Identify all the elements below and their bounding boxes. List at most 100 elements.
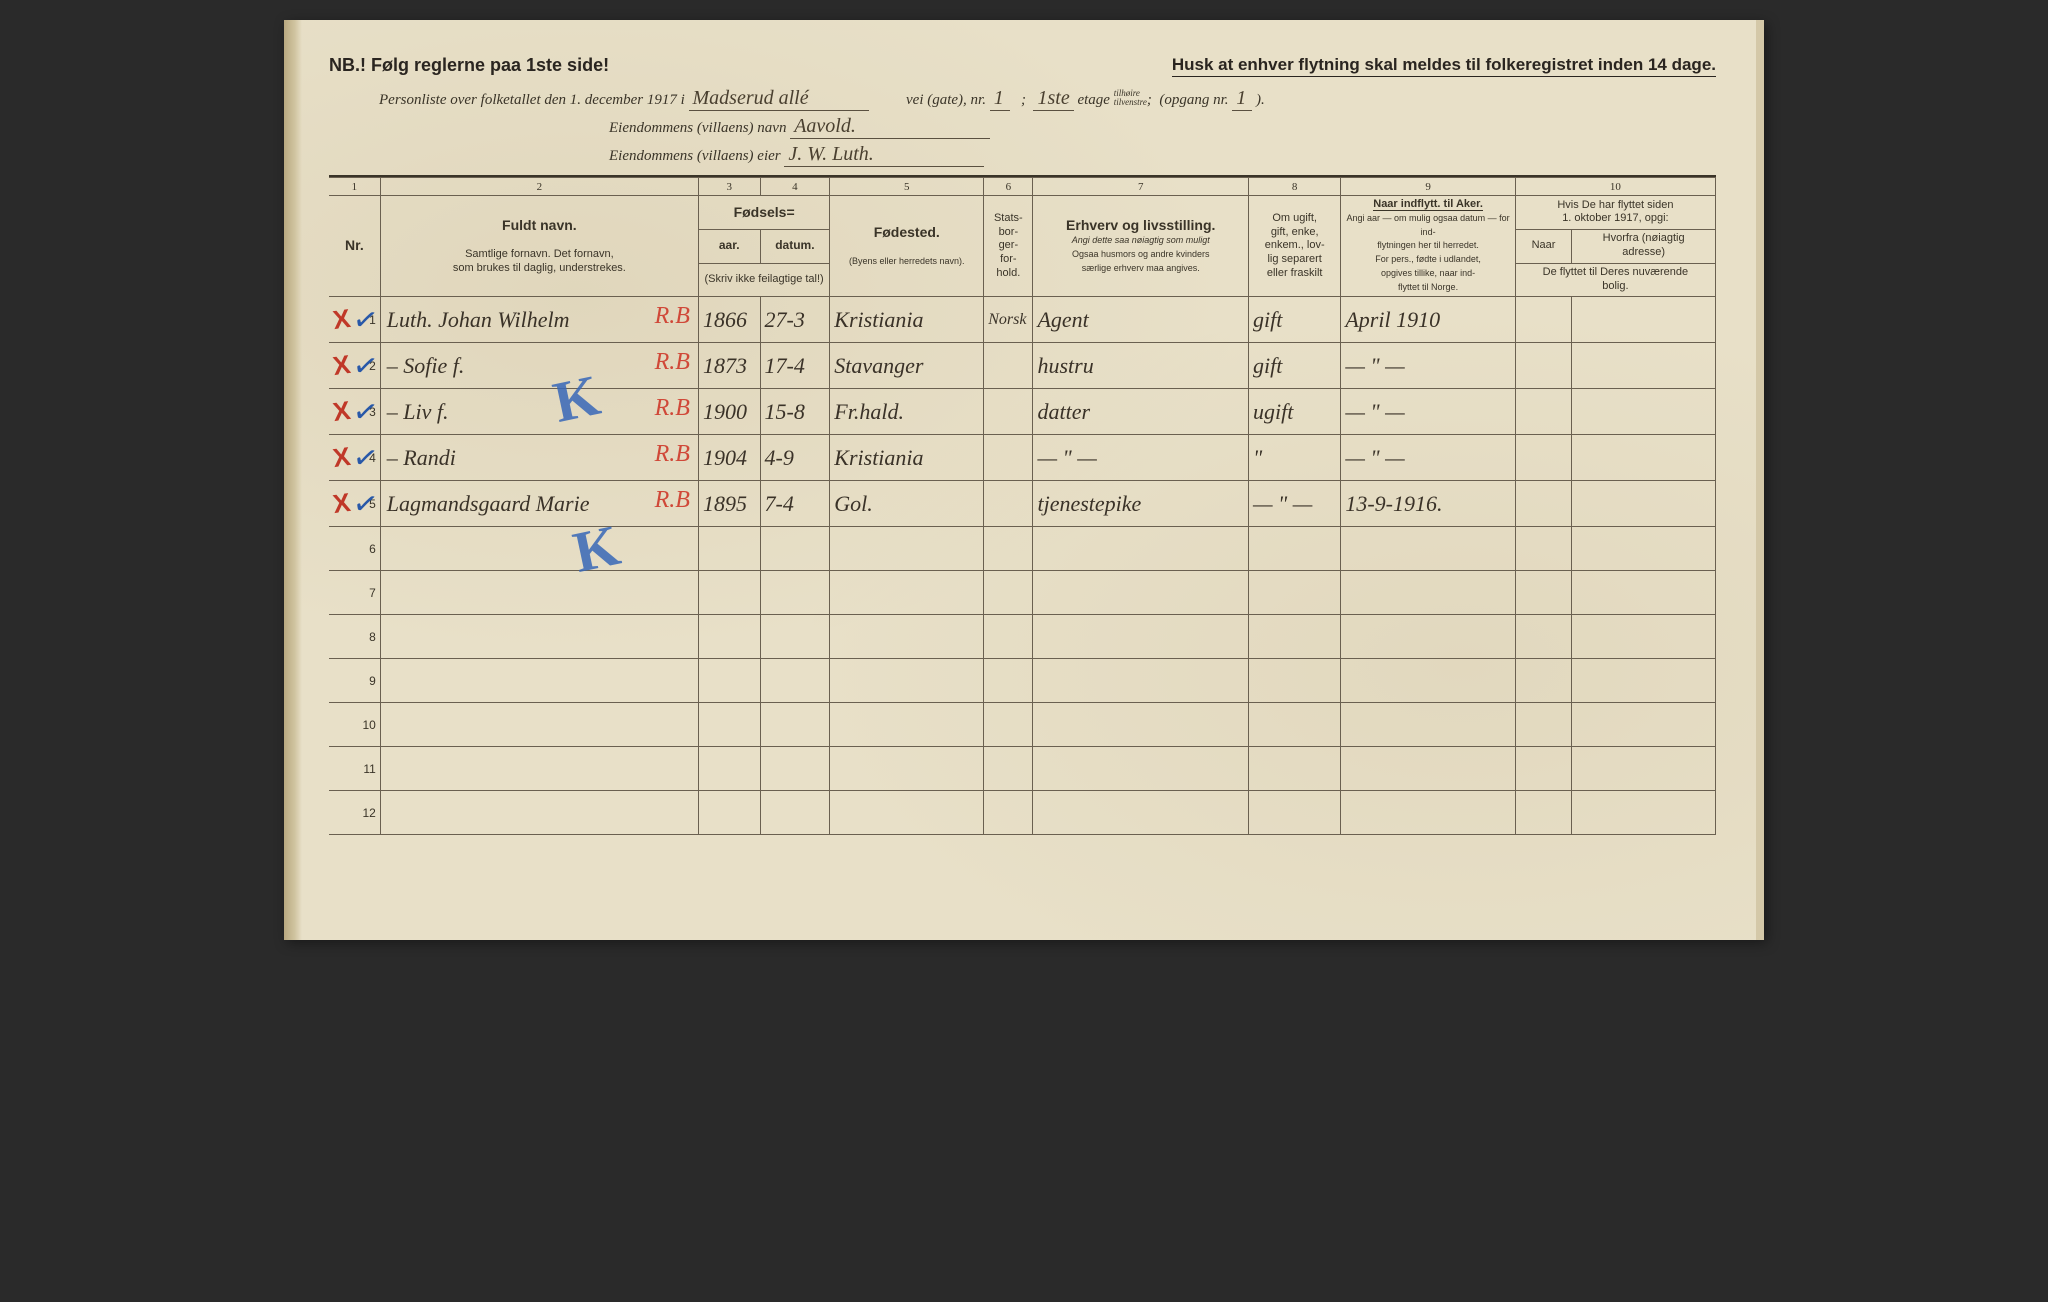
table-body: X✓1Luth. Johan WilhelmR.B186627-3Kristia… bbox=[329, 297, 1716, 835]
row-aar: 1904 bbox=[698, 435, 760, 481]
row-nr: 8 bbox=[352, 615, 381, 659]
row-stats bbox=[984, 435, 1033, 481]
th-since-foot: De flyttet til Deres nuværende bolig. bbox=[1515, 263, 1715, 297]
th-fodsels: Fødsels= bbox=[698, 196, 829, 230]
row-name: – Sofie f.R.B bbox=[380, 343, 698, 389]
row-datum: 4-9 bbox=[760, 435, 830, 481]
th-moved: Naar indflytt. til Aker. Angi aar — om m… bbox=[1341, 196, 1515, 297]
row-erhverv: tjenestepike bbox=[1033, 481, 1249, 527]
row-erhverv: Agent bbox=[1033, 297, 1249, 343]
th-name: Fuldt navn. Samtlige fornavn. Det fornav… bbox=[380, 196, 698, 297]
table-row-empty: 7 bbox=[329, 571, 1716, 615]
row-since-naar bbox=[1515, 343, 1571, 389]
nb-left: NB.! Følg reglerne paa 1ste side! bbox=[329, 55, 609, 77]
row-moved: April 1910 bbox=[1341, 297, 1515, 343]
row-erhverv: — " — bbox=[1033, 435, 1249, 481]
th-since-hvor: Hvorfra (nøiagtig adresse) bbox=[1572, 229, 1716, 263]
table-row-empty: 8 bbox=[329, 615, 1716, 659]
row-moved: — " — bbox=[1341, 389, 1515, 435]
x-mark: X bbox=[331, 303, 352, 336]
row-fodested: Kristiania bbox=[830, 297, 984, 343]
th-stats: Stats- bor- ger- for- hold. bbox=[984, 196, 1033, 297]
red-annotation: R.B bbox=[655, 303, 690, 330]
census-table: 1 2 3 4 5 6 7 8 9 10 Nr. Fuldt navn. Sam… bbox=[329, 177, 1716, 835]
row-marital: ugift bbox=[1248, 389, 1340, 435]
field-eiendom-navn: Aavold. bbox=[790, 115, 990, 139]
row-since-hvor bbox=[1572, 481, 1716, 527]
row-moved: — " — bbox=[1341, 343, 1515, 389]
row-moved: 13-9-1916. bbox=[1341, 481, 1515, 527]
row-marital: gift bbox=[1248, 343, 1340, 389]
row-datum: 7-4 bbox=[760, 481, 830, 527]
row-name: – RandiR.B bbox=[380, 435, 698, 481]
row-erhverv: hustru bbox=[1033, 343, 1249, 389]
row-nr: 6 bbox=[352, 527, 381, 571]
row-marital: " bbox=[1248, 435, 1340, 481]
row-stats bbox=[984, 481, 1033, 527]
column-numbers-row: 1 2 3 4 5 6 7 8 9 10 bbox=[329, 178, 1716, 196]
row-stats: Norsk bbox=[984, 297, 1033, 343]
nb-right: Husk at enhver flytning skal meldes til … bbox=[1172, 55, 1716, 77]
mark-cell: X✓ bbox=[329, 343, 352, 389]
row-nr: 10 bbox=[352, 703, 381, 747]
row-aar: 1866 bbox=[698, 297, 760, 343]
x-mark: X bbox=[331, 441, 352, 474]
field-eiendom-eier: J. W. Luth. bbox=[784, 143, 984, 167]
row-marital: — " — bbox=[1248, 481, 1340, 527]
row-since-hvor bbox=[1572, 389, 1716, 435]
row-since-naar bbox=[1515, 435, 1571, 481]
table-row: X✓3 – Liv f.R.B190015-8Fr.hald.datterugi… bbox=[329, 389, 1716, 435]
row-fodested: Gol. bbox=[830, 481, 984, 527]
header-nb: NB.! Følg reglerne paa 1ste side! Husk a… bbox=[329, 55, 1716, 77]
row-aar: 1873 bbox=[698, 343, 760, 389]
form-row-eiendom-eier: Eiendommens (villaens) eier J. W. Luth. bbox=[329, 143, 1716, 167]
row-nr: 7 bbox=[352, 571, 381, 615]
row-moved: — " — bbox=[1341, 435, 1515, 481]
row-marital: gift bbox=[1248, 297, 1340, 343]
red-annotation: R.B bbox=[655, 395, 690, 422]
form-row-eiendom-navn: Eiendommens (villaens) navn Aavold. bbox=[329, 115, 1716, 139]
table-row: X✓1Luth. Johan WilhelmR.B186627-3Kristia… bbox=[329, 297, 1716, 343]
row-name: Luth. Johan WilhelmR.B bbox=[380, 297, 698, 343]
mark-cell: X✓ bbox=[329, 481, 352, 527]
field-opgang: 1 bbox=[1232, 87, 1252, 111]
table-row-empty: 6 bbox=[329, 527, 1716, 571]
row-since-hvor bbox=[1572, 297, 1716, 343]
census-page: NB.! Følg reglerne paa 1ste side! Husk a… bbox=[284, 20, 1764, 940]
side-stack: tilhøiretilvenstre bbox=[1114, 89, 1147, 107]
row-nr: 12 bbox=[352, 791, 381, 835]
mark-cell: X✓ bbox=[329, 297, 352, 343]
field-vei-nr: 1 bbox=[990, 87, 1010, 111]
row-since-hvor bbox=[1572, 343, 1716, 389]
table-row-empty: 12 bbox=[329, 791, 1716, 835]
mark-cell: X✓ bbox=[329, 389, 352, 435]
row-aar: 1895 bbox=[698, 481, 760, 527]
field-floor: 1ste bbox=[1033, 87, 1073, 111]
row-since-naar bbox=[1515, 389, 1571, 435]
row-stats bbox=[984, 343, 1033, 389]
x-mark: X bbox=[331, 487, 352, 520]
table-row: X✓4 – RandiR.B19044-9Kristiania— " —"— "… bbox=[329, 435, 1716, 481]
mark-cell: X✓ bbox=[329, 435, 352, 481]
x-mark: X bbox=[331, 349, 352, 382]
row-datum: 15-8 bbox=[760, 389, 830, 435]
red-annotation: R.B bbox=[655, 441, 690, 468]
table-row: X✓5Lagmandsgaard MarieR.B18957-4Gol.tjen… bbox=[329, 481, 1716, 527]
th-marital: Om ugift, gift, enke, enkem., lov- lig s… bbox=[1248, 196, 1340, 297]
row-erhverv: datter bbox=[1033, 389, 1249, 435]
row-since-naar bbox=[1515, 297, 1571, 343]
red-annotation: R.B bbox=[655, 487, 690, 514]
row-since-naar bbox=[1515, 481, 1571, 527]
table-row: X✓2 – Sofie f.R.B187317-4Stavangerhustru… bbox=[329, 343, 1716, 389]
row-datum: 17-4 bbox=[760, 343, 830, 389]
row-name: Lagmandsgaard MarieR.B bbox=[380, 481, 698, 527]
row-name: – Liv f.R.B bbox=[380, 389, 698, 435]
field-street: Madserud allé bbox=[689, 87, 869, 111]
th-aar: aar. bbox=[698, 229, 760, 263]
th-since-naar: Naar bbox=[1515, 229, 1571, 263]
th-fodested: Fødested. (Byens eller herredets navn). bbox=[830, 196, 984, 297]
th-nr: Nr. bbox=[329, 196, 380, 297]
form-row-street: Personliste over folketallet den 1. dece… bbox=[329, 87, 1716, 111]
x-mark: X bbox=[331, 395, 352, 428]
row-fodested: Fr.hald. bbox=[830, 389, 984, 435]
